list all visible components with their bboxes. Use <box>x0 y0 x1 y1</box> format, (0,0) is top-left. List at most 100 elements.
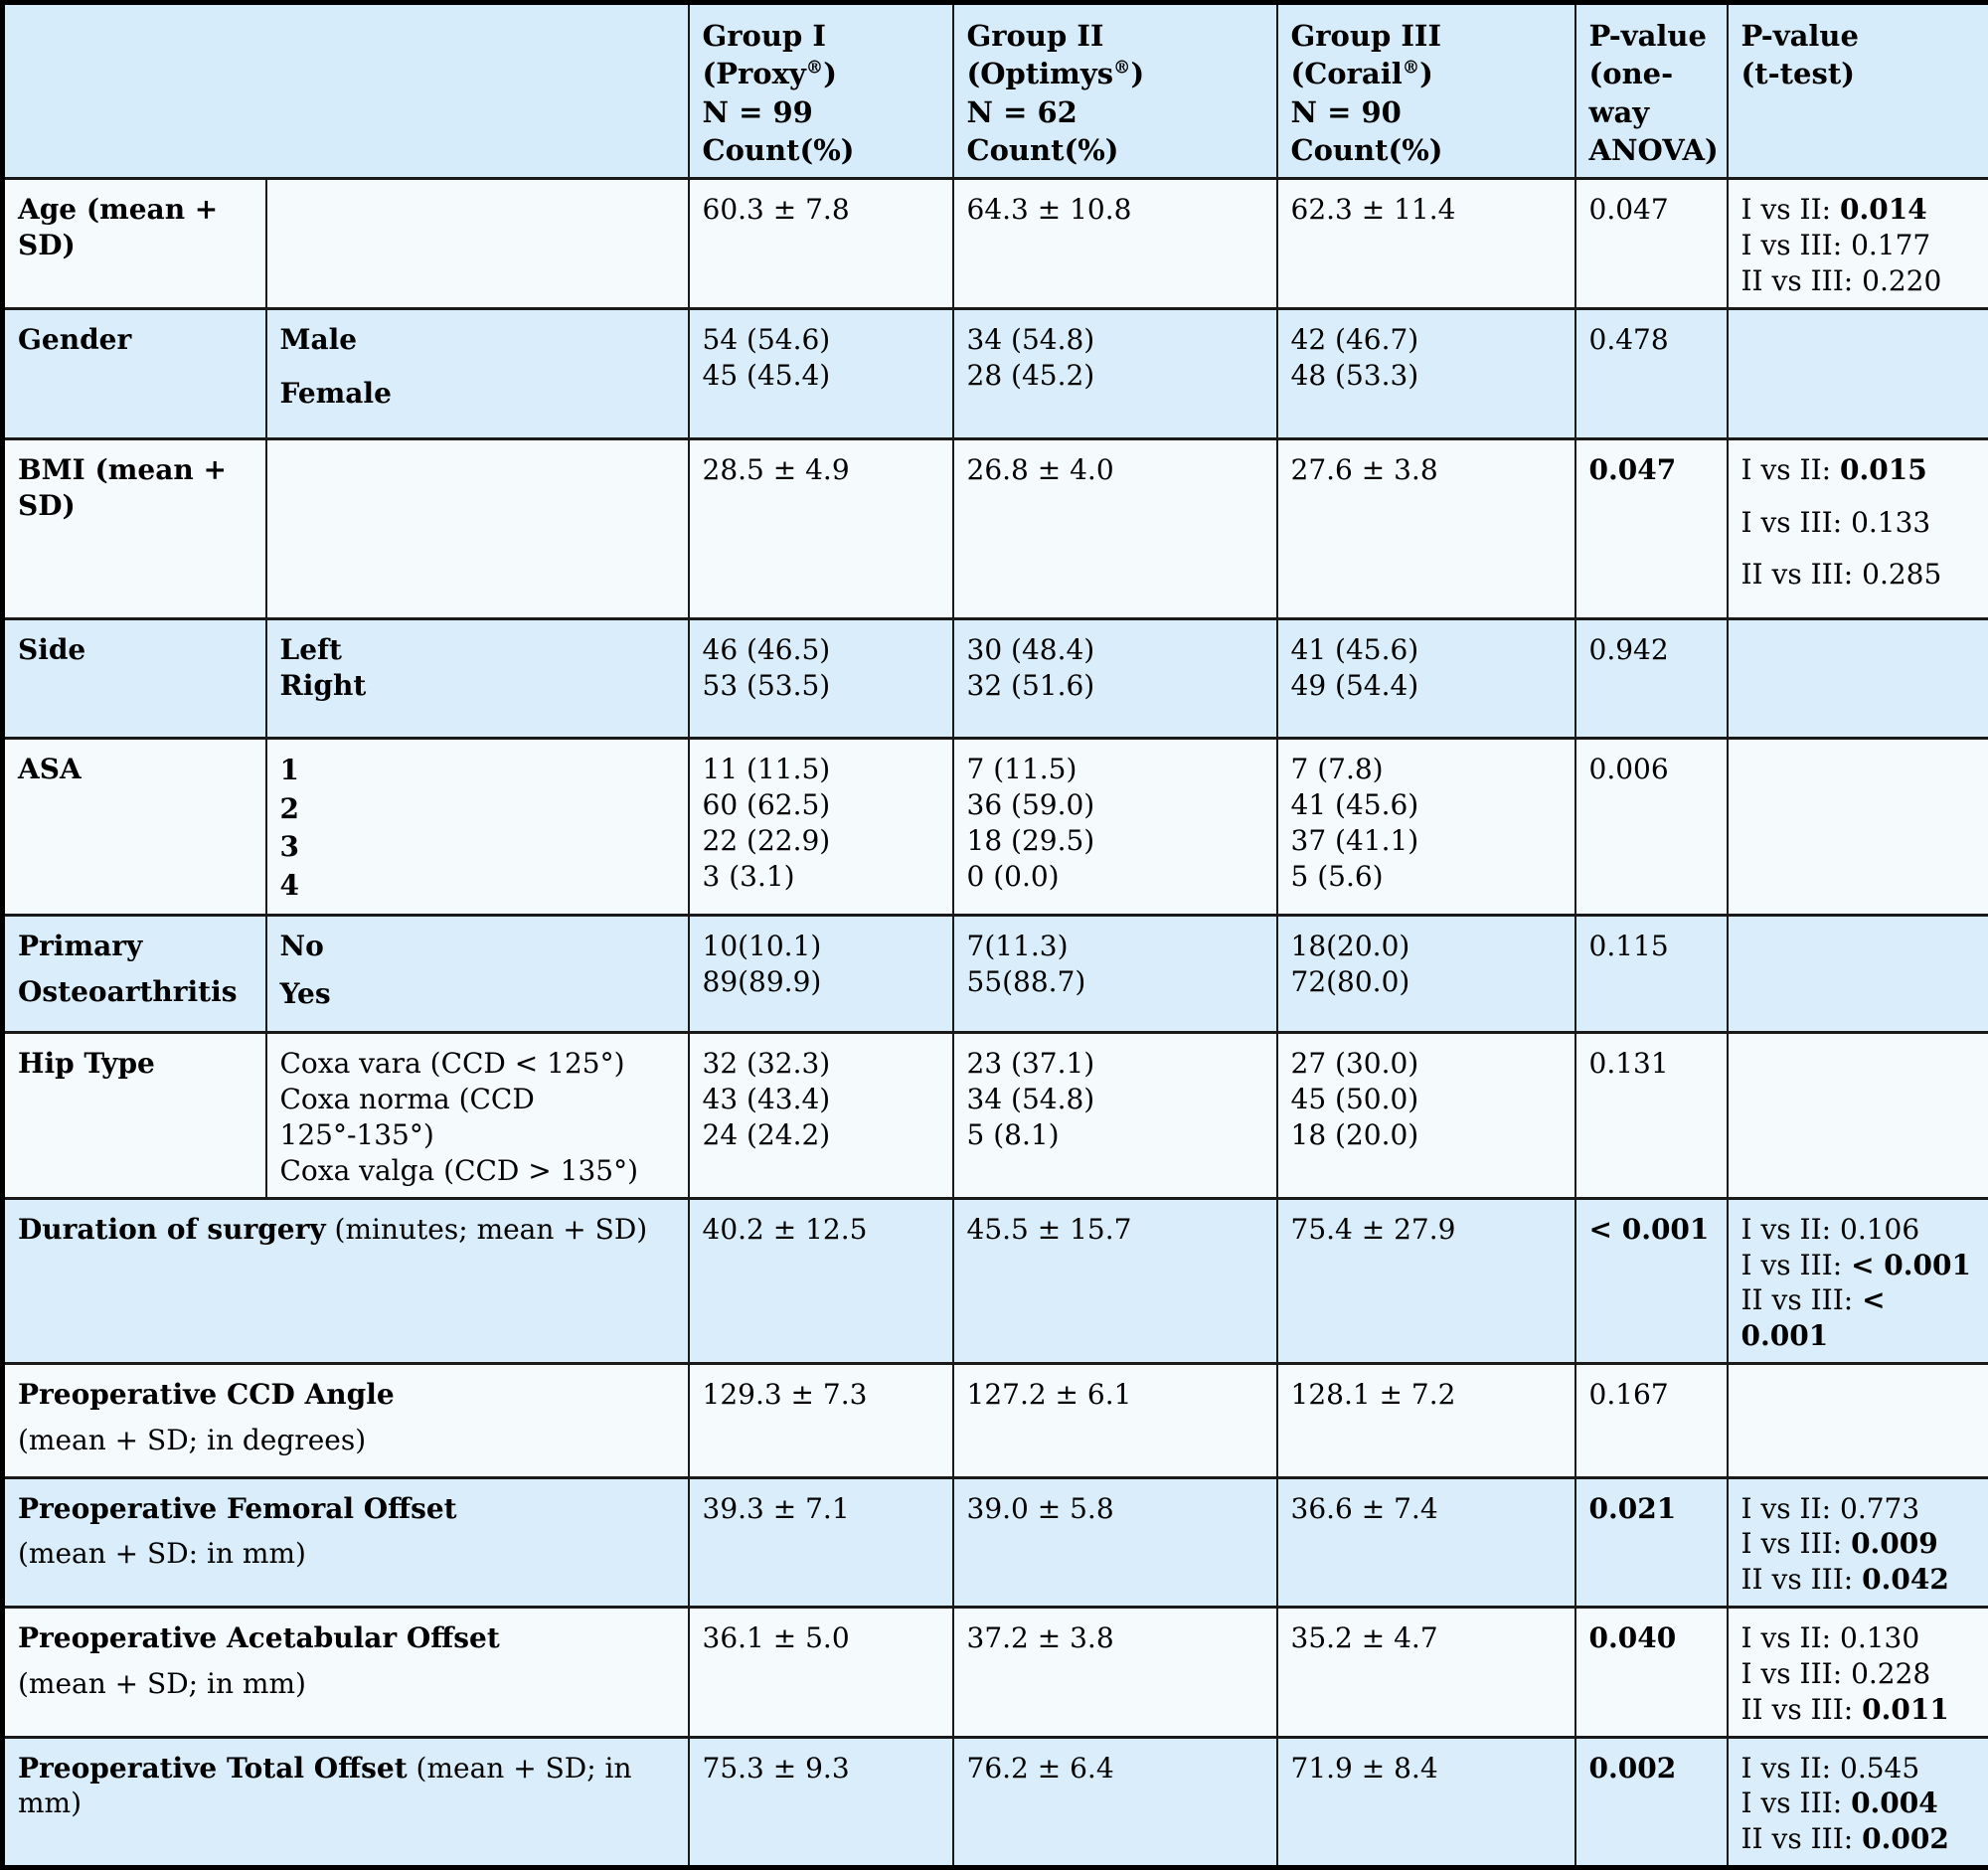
header-line: Group III (Corail®) <box>1291 17 1567 93</box>
value-line: 129.3 ± 7.3 <box>703 1377 944 1413</box>
label-text: Preoperative CCD Angle <box>18 1378 395 1411</box>
value-line: 46 (46.5) <box>703 632 944 668</box>
value-line: 55(88.7) <box>967 964 1268 1000</box>
category-label: Yes <box>280 976 680 1012</box>
value-line: 36 (59.0) <box>967 787 1268 823</box>
value-line: 7(11.3) <box>967 929 1268 964</box>
ttest-value: 0.015 <box>1840 453 1927 486</box>
age-categories <box>266 179 689 309</box>
side-group3-value: 41 (45.6)49 (54.4) <box>1277 619 1575 739</box>
acetabular-group1-value: 36.1 ± 5.0 <box>689 1608 953 1737</box>
osteo-ttest-p-values <box>1728 915 1988 1033</box>
value-line: 32 (32.3) <box>703 1046 944 1082</box>
value-line: 32 (51.6) <box>967 668 1268 704</box>
value-line: 30 (48.4) <box>967 632 1268 668</box>
gender-group3-value: 42 (46.7)48 (53.3) <box>1277 309 1575 439</box>
value-line: 27 (30.0) <box>1291 1046 1567 1082</box>
value-line: 53 (53.5) <box>703 668 944 704</box>
osteo-group1-value: 10(10.1)89(89.9) <box>689 915 953 1033</box>
side-anova-p-value: 0.942 <box>1575 619 1728 739</box>
ttest-value: 0.285 <box>1862 558 1941 591</box>
side-group2-value: 30 (48.4)32 (51.6) <box>953 619 1277 739</box>
osteo-anova-p-value: 0.115 <box>1575 915 1728 1033</box>
bmi-group2-value: 26.8 ± 4.0 <box>953 438 1277 618</box>
gender-group1-value: 54 (54.6)45 (45.4) <box>689 309 953 439</box>
value-line: 62.3 ± 11.4 <box>1291 192 1567 228</box>
ttest-line: I vs II: 0.014 <box>1741 192 1981 228</box>
label-line: Side <box>18 632 257 668</box>
ttest-line: II vs III: 0.220 <box>1741 263 1981 299</box>
ttest-line: I vs II: 0.106 <box>1741 1212 1981 1248</box>
value-line: 11 (11.5) <box>703 752 944 787</box>
osteo-group2-value: 7(11.3)55(88.7) <box>953 915 1277 1033</box>
registered-trademark-symbol: ® <box>1113 59 1130 79</box>
row-femoral: Preoperative Femoral Offset(mean + SD: i… <box>3 1477 1988 1607</box>
value-line: 45.5 ± 15.7 <box>967 1212 1268 1248</box>
value-line: 3 (3.1) <box>703 859 944 895</box>
label-line: Osteoarthritis <box>18 974 257 1010</box>
gender-anova-p-value: 0.478 <box>1575 309 1728 439</box>
ttest-comparison: II vs III: <box>1741 1693 1863 1726</box>
value-line: 34 (54.8) <box>967 1082 1268 1117</box>
label-text: (mean + SD; in mm) <box>18 1667 306 1700</box>
label-text: Preoperative Total Offset <box>18 1752 408 1785</box>
value-line: 35.2 ± 4.7 <box>1291 1620 1567 1656</box>
value-line: 27.6 ± 3.8 <box>1291 452 1567 488</box>
hip-label: Hip Type <box>3 1033 266 1198</box>
value-line: 64.3 ± 10.8 <box>967 192 1268 228</box>
value-line: 76.2 ± 6.4 <box>967 1751 1268 1786</box>
label-text: BMI (mean + SD) <box>18 453 227 522</box>
age-group1-value: 60.3 ± 7.8 <box>689 179 953 309</box>
label-line: Gender <box>18 322 257 358</box>
value-line: 72(80.0) <box>1291 964 1567 1000</box>
ccd-group1-value: 129.3 ± 7.3 <box>689 1363 953 1477</box>
asa-anova-p-value: 0.006 <box>1575 739 1728 916</box>
label-line: Hip Type <box>18 1046 257 1082</box>
total-group1-value: 75.3 ± 9.3 <box>689 1737 953 1867</box>
value-line: 34 (54.8) <box>967 322 1268 358</box>
ttest-line: I vs II: 0.545 <box>1741 1751 1981 1786</box>
ttest-comparison: II vs III: <box>1741 1563 1863 1596</box>
value-line: 36.1 ± 5.0 <box>703 1620 944 1656</box>
value-line: 49 (54.4) <box>1291 668 1567 704</box>
ttest-value: 0.011 <box>1862 1693 1949 1726</box>
ttest-value: 0.133 <box>1851 506 1930 539</box>
ttest-line: II vs III: 0.002 <box>1741 1821 1981 1857</box>
duration-anova-p-value: < 0.001 <box>1575 1198 1728 1363</box>
value-line: 5 (8.1) <box>967 1117 1268 1153</box>
value-line: 22 (22.9) <box>703 823 944 859</box>
row-duration: Duration of surgery (minutes; mean + SD)… <box>3 1198 1988 1363</box>
ttest-comparison: II vs III: <box>1741 264 1863 297</box>
side-ttest-p-values <box>1728 619 1988 739</box>
row-ccd: Preoperative CCD Angle(mean + SD; in deg… <box>3 1363 1988 1477</box>
label-text: Gender <box>18 323 131 356</box>
osteo-group3-value: 18(20.0)72(80.0) <box>1277 915 1575 1033</box>
label-line: BMI (mean + SD) <box>18 452 257 524</box>
header-line: P-value <box>1589 17 1719 55</box>
femoral-group3-value: 36.6 ± 7.4 <box>1277 1477 1575 1607</box>
total-group2-value: 76.2 ± 6.4 <box>953 1737 1277 1867</box>
category-label: Left <box>280 632 680 668</box>
category-label: Coxa vara (CCD < 125°) <box>280 1046 680 1082</box>
ttest-line: I vs III: 0.228 <box>1741 1656 1981 1692</box>
header-line: P-value <box>1741 17 1981 55</box>
total-group3-value: 71.9 ± 8.4 <box>1277 1737 1575 1867</box>
value-line: 18(20.0) <box>1291 929 1567 964</box>
label-line: Preoperative CCD Angle <box>18 1377 680 1413</box>
acetabular-anova-p-value: 0.040 <box>1575 1608 1728 1737</box>
value-line: 28.5 ± 4.9 <box>703 452 944 488</box>
value-line: 37 (41.1) <box>1291 823 1567 859</box>
header-corner <box>3 3 689 179</box>
value-line: 7 (11.5) <box>967 752 1268 787</box>
label-text: Osteoarthritis <box>18 975 238 1008</box>
category-label: 3 <box>280 828 680 867</box>
header-line: Count(%) <box>1291 131 1567 169</box>
